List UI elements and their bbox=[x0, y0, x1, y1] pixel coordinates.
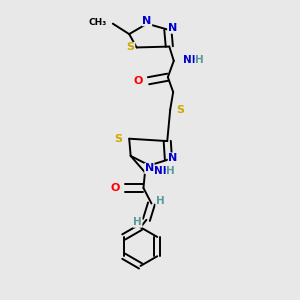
Text: H: H bbox=[133, 217, 142, 227]
Text: NH: NH bbox=[183, 55, 201, 64]
Text: NH: NH bbox=[154, 167, 172, 176]
Text: H: H bbox=[156, 196, 165, 206]
Text: O: O bbox=[110, 183, 119, 193]
Text: H: H bbox=[195, 55, 204, 64]
Text: S: S bbox=[127, 43, 135, 52]
Text: S: S bbox=[177, 105, 185, 115]
Text: N: N bbox=[145, 164, 154, 173]
Text: N: N bbox=[168, 23, 177, 33]
Text: S: S bbox=[115, 134, 123, 144]
Text: CH₃: CH₃ bbox=[89, 18, 107, 27]
Text: N: N bbox=[142, 16, 152, 26]
Text: O: O bbox=[134, 76, 143, 86]
Text: N: N bbox=[168, 153, 178, 163]
Text: H: H bbox=[166, 167, 175, 176]
